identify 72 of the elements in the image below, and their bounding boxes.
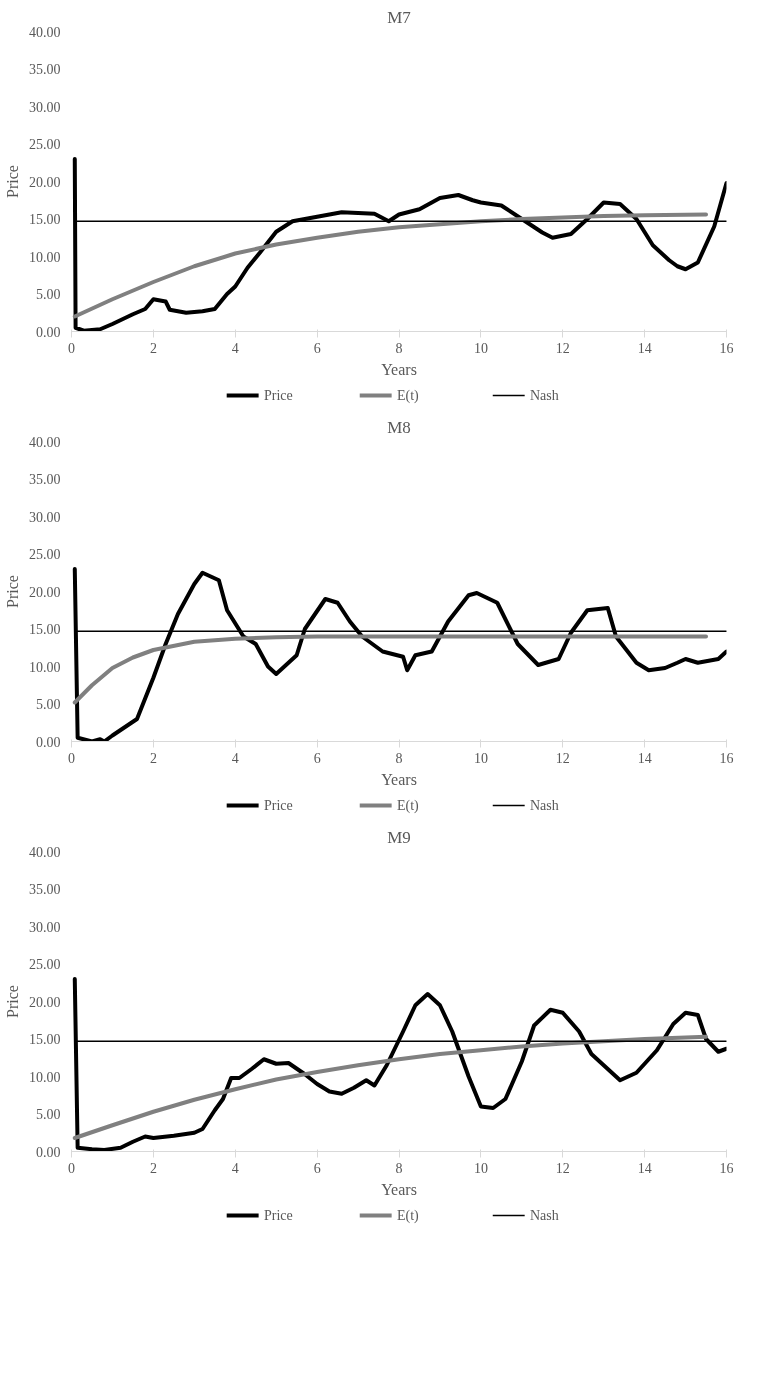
legend-label: E(t) (396, 388, 420, 404)
y-tick-label: 30.00 (29, 99, 61, 115)
x-tick-label: 14 (637, 1160, 652, 1176)
x-tick-label: 10 (473, 1160, 488, 1176)
x-tick-label: 8 (395, 750, 403, 766)
legend-label: Price (263, 1208, 293, 1223)
y-axis-title: Price (4, 985, 21, 1018)
y-tick-label: 10.00 (29, 1069, 61, 1085)
y-tick-label: 40.00 (29, 24, 61, 40)
legend-label: Price (263, 388, 293, 403)
legend-label: Nash (530, 798, 559, 813)
y-tick-label: 40.00 (29, 844, 61, 860)
x-tick-label: 8 (395, 340, 403, 356)
y-tick-label: 5.00 (36, 1107, 61, 1122)
x-tick-label: 2 (149, 750, 157, 766)
legend-label: E(t) (396, 798, 420, 814)
legend-label: Nash (530, 388, 559, 403)
x-tick-label: 8 (395, 1160, 403, 1176)
y-axis-title: Price (4, 165, 21, 198)
x-tick-label: 6 (313, 1160, 321, 1176)
legend-label: E(t) (396, 1208, 420, 1224)
y-tick-label: 15.00 (29, 212, 61, 227)
x-tick-label: 10 (473, 750, 488, 766)
y-tick-label: 25.00 (29, 957, 61, 972)
y-tick-label: 35.00 (29, 62, 61, 77)
x-tick-label: 12 (555, 1160, 570, 1176)
y-tick-label: 15.00 (29, 622, 61, 637)
y-tick-label: 40.00 (29, 434, 61, 450)
x-tick-label: 2 (149, 340, 157, 356)
x-tick-label: 4 (231, 340, 239, 356)
y-tick-label: 15.00 (29, 1032, 61, 1047)
y-tick-label: 25.00 (29, 547, 61, 562)
x-tick-label: 6 (313, 750, 321, 766)
x-tick-label: 4 (231, 750, 239, 766)
x-axis-title: Years (381, 360, 417, 378)
y-tick-label: 30.00 (29, 919, 61, 935)
x-tick-label: 14 (637, 750, 652, 766)
x-tick-label: 12 (555, 750, 570, 766)
chart-title: M9 (387, 827, 411, 847)
y-axis-title: Price (4, 575, 21, 608)
y-tick-label: 30.00 (29, 509, 61, 525)
x-tick-label: 10 (473, 340, 488, 356)
y-tick-label: 20.00 (29, 174, 61, 190)
x-tick-label: 6 (313, 340, 321, 356)
x-tick-label: 16 (719, 1160, 734, 1176)
y-tick-label: 35.00 (29, 472, 61, 487)
y-tick-label: 20.00 (29, 584, 61, 600)
x-tick-label: 0 (68, 1160, 75, 1176)
y-tick-label: 10.00 (29, 659, 61, 675)
y-tick-label: 10.00 (29, 249, 61, 265)
x-tick-label: 2 (149, 1160, 157, 1176)
legend-label: Nash (530, 1208, 559, 1223)
y-tick-label: 5.00 (36, 287, 61, 302)
chart-title: M7 (387, 7, 412, 27)
y-tick-label: 25.00 (29, 137, 61, 152)
x-tick-label: 4 (231, 1160, 239, 1176)
x-tick-label: 16 (719, 750, 734, 766)
x-tick-label: 12 (555, 340, 570, 356)
y-tick-label: 0.00 (36, 1144, 61, 1160)
x-tick-label: 0 (68, 750, 75, 766)
x-tick-label: 14 (637, 340, 652, 356)
x-tick-label: 16 (719, 340, 734, 356)
x-tick-label: 0 (68, 340, 75, 356)
legend-label: Price (263, 798, 293, 813)
chart-title: M8 (387, 417, 411, 437)
x-axis-title: Years (381, 1180, 417, 1198)
y-tick-label: 5.00 (36, 697, 61, 712)
x-axis-title: Years (381, 770, 417, 788)
y-tick-label: 35.00 (29, 882, 61, 897)
y-tick-label: 20.00 (29, 994, 61, 1010)
y-tick-label: 0.00 (36, 324, 61, 340)
y-tick-label: 0.00 (36, 734, 61, 750)
